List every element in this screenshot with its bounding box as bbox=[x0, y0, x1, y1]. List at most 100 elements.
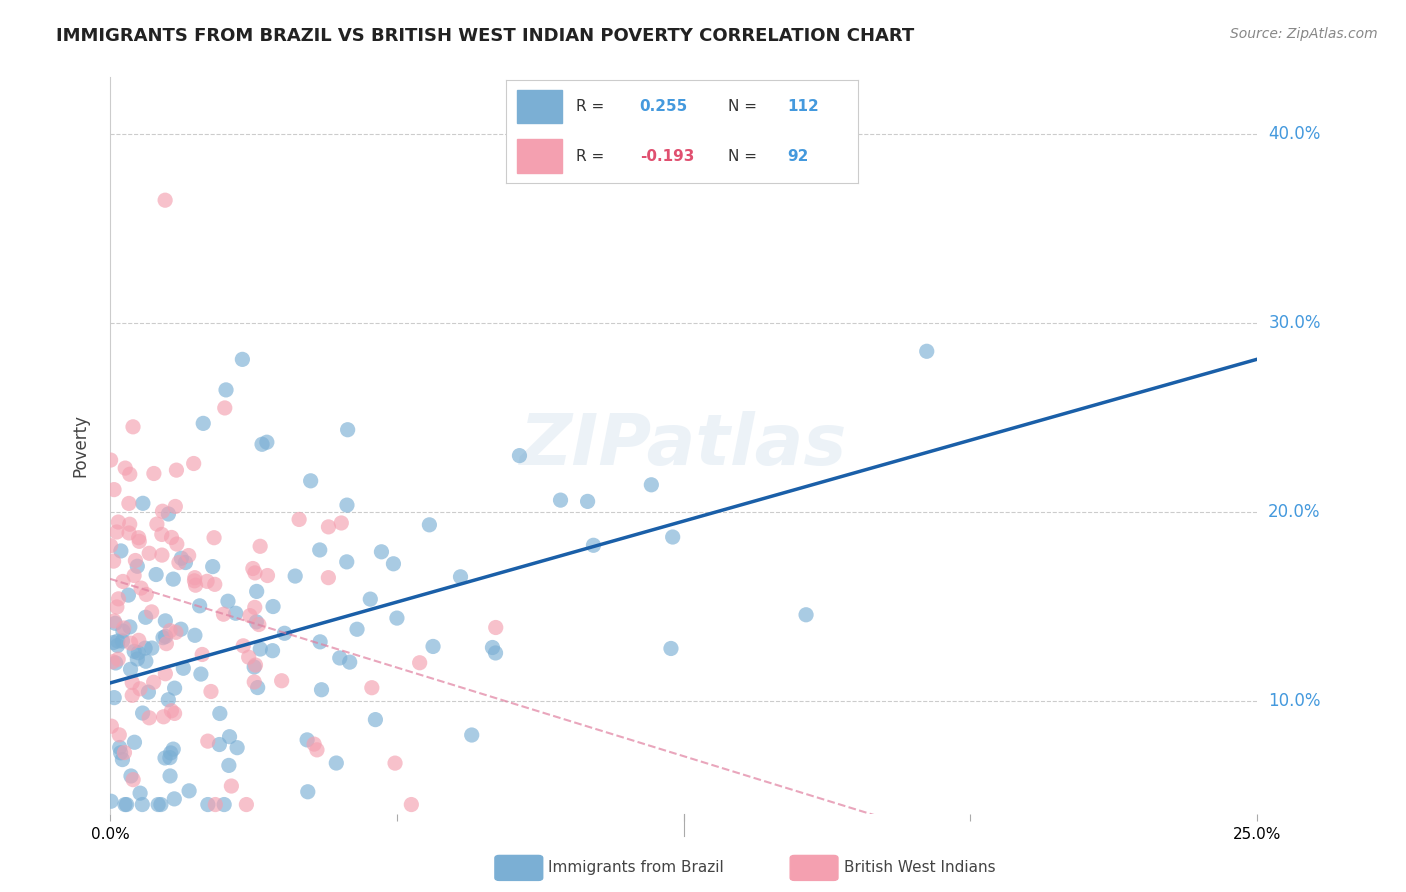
Point bbox=[640, 477, 662, 491]
Point bbox=[138, 546, 160, 560]
Point bbox=[111, 634, 134, 648]
Point bbox=[305, 743, 328, 757]
Point bbox=[262, 599, 284, 614]
Point bbox=[200, 684, 222, 698]
Point bbox=[159, 750, 181, 764]
Text: British West Indians: British West Indians bbox=[844, 861, 995, 875]
Point bbox=[302, 737, 325, 751]
Point bbox=[104, 616, 127, 631]
Point bbox=[104, 656, 127, 670]
Point bbox=[273, 626, 295, 640]
Point bbox=[208, 738, 231, 752]
Point bbox=[138, 685, 160, 699]
Point bbox=[794, 607, 817, 622]
Point bbox=[256, 435, 278, 450]
Point bbox=[114, 797, 136, 812]
Point bbox=[105, 524, 128, 539]
Text: 92: 92 bbox=[787, 149, 808, 164]
Point bbox=[105, 599, 128, 614]
Point bbox=[330, 516, 353, 530]
Text: 30.0%: 30.0% bbox=[1268, 314, 1320, 332]
Text: Source: ZipAtlas.com: Source: ZipAtlas.com bbox=[1230, 27, 1378, 41]
Point bbox=[108, 740, 131, 755]
Point bbox=[121, 689, 143, 703]
Point bbox=[150, 548, 173, 562]
Text: 0.0%: 0.0% bbox=[91, 827, 129, 842]
Point bbox=[238, 650, 260, 665]
Point bbox=[232, 639, 254, 653]
Point bbox=[197, 797, 219, 812]
Point bbox=[120, 769, 142, 783]
Point bbox=[382, 557, 405, 571]
Point bbox=[107, 639, 129, 653]
Point bbox=[163, 706, 186, 721]
Point bbox=[284, 569, 307, 583]
Point bbox=[107, 634, 129, 648]
Point bbox=[110, 544, 132, 558]
Point bbox=[218, 730, 240, 744]
Text: 20.0%: 20.0% bbox=[1268, 503, 1320, 521]
Point bbox=[155, 637, 177, 651]
Point bbox=[155, 614, 177, 628]
Point bbox=[184, 571, 207, 585]
Point bbox=[132, 496, 155, 510]
Point bbox=[256, 568, 278, 582]
Point bbox=[100, 719, 122, 733]
Point bbox=[212, 797, 235, 812]
Point bbox=[112, 621, 135, 635]
Point bbox=[170, 622, 193, 636]
Point bbox=[135, 610, 157, 624]
Point bbox=[204, 577, 226, 591]
FancyBboxPatch shape bbox=[517, 139, 562, 173]
Point bbox=[308, 543, 330, 558]
Point bbox=[159, 769, 181, 783]
Text: 25.0%: 25.0% bbox=[1233, 827, 1281, 842]
Point bbox=[246, 681, 269, 695]
Point bbox=[135, 654, 157, 668]
Point bbox=[141, 605, 163, 619]
Point bbox=[250, 437, 273, 451]
Point bbox=[118, 496, 141, 510]
Point bbox=[243, 660, 266, 674]
FancyBboxPatch shape bbox=[517, 89, 562, 123]
Point bbox=[245, 658, 267, 673]
Text: R =: R = bbox=[576, 149, 605, 164]
Point bbox=[485, 620, 508, 634]
Point bbox=[214, 401, 236, 415]
Point bbox=[162, 572, 184, 586]
Point bbox=[122, 568, 145, 582]
Point bbox=[100, 453, 122, 467]
Point bbox=[195, 574, 218, 589]
Point bbox=[221, 779, 243, 793]
Point bbox=[128, 633, 150, 648]
Point bbox=[235, 797, 257, 812]
Text: N =: N = bbox=[728, 149, 756, 164]
Point bbox=[247, 617, 270, 632]
Point bbox=[408, 656, 430, 670]
Point bbox=[111, 574, 134, 589]
Point bbox=[295, 732, 318, 747]
Point bbox=[422, 640, 444, 654]
Point bbox=[243, 675, 266, 690]
Point bbox=[197, 734, 219, 748]
Point bbox=[163, 792, 186, 806]
Text: 40.0%: 40.0% bbox=[1268, 125, 1320, 143]
Point bbox=[249, 539, 271, 553]
Point bbox=[231, 352, 253, 367]
Point bbox=[131, 797, 153, 812]
Point bbox=[384, 756, 406, 771]
Point bbox=[418, 517, 440, 532]
Point bbox=[127, 559, 149, 574]
Point bbox=[111, 624, 134, 639]
Point bbox=[215, 383, 238, 397]
Point bbox=[159, 624, 181, 638]
Point bbox=[122, 420, 145, 434]
Point bbox=[153, 751, 176, 765]
Point bbox=[550, 493, 572, 508]
Point bbox=[107, 591, 129, 606]
Text: 0.255: 0.255 bbox=[640, 99, 688, 114]
Point bbox=[103, 483, 125, 497]
Point bbox=[100, 539, 122, 553]
Point bbox=[360, 681, 382, 695]
Point bbox=[121, 675, 143, 690]
